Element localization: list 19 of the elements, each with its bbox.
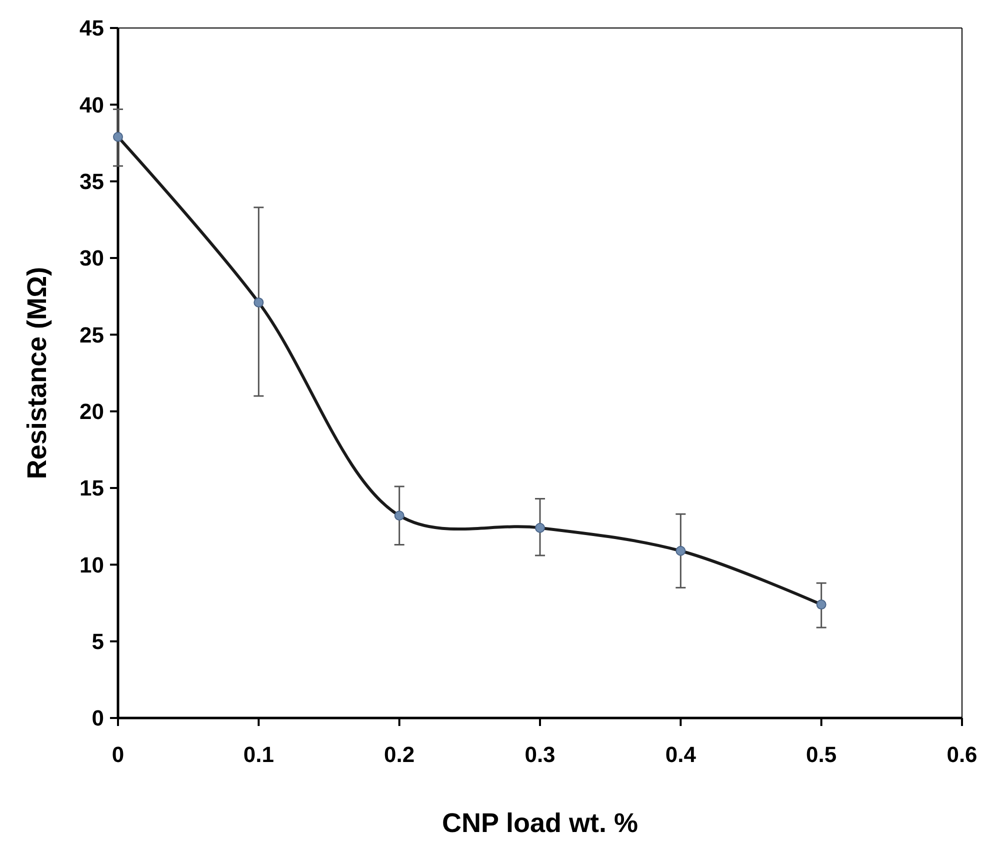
x-tick-label: 0: [112, 742, 124, 767]
y-axis-title: Resistance (MΩ): [22, 266, 52, 480]
y-tick-label: 30: [80, 246, 104, 271]
x-tick-label: 0.2: [384, 742, 415, 767]
x-tick-label: 0.6: [946, 742, 978, 767]
x-tick-label: 0.4: [665, 742, 697, 767]
x-axis-title: CNP load wt. %: [442, 808, 638, 838]
y-tick-label: 40: [80, 92, 104, 118]
y-tick-label: 45: [80, 16, 104, 41]
y-tick-label: 0: [92, 706, 104, 731]
y-tick-label: 15: [80, 476, 104, 501]
y-tick-label: 5: [92, 629, 104, 654]
y-tick-label: 20: [80, 399, 104, 424]
y-tick-label: 35: [80, 169, 104, 194]
y-tick-label: 10: [80, 552, 104, 578]
y-tick-label: 25: [80, 322, 104, 348]
x-tick-label: 0.5: [806, 742, 837, 767]
x-tick-label: 0.1: [243, 742, 274, 767]
x-tick-label: 0.3: [524, 742, 556, 767]
